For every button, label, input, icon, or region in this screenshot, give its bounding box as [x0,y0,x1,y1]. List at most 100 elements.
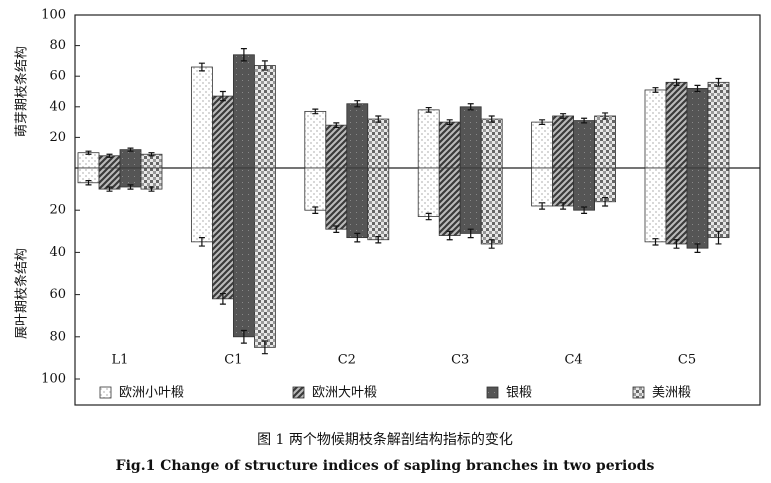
error-bar [715,230,722,245]
error-bar [240,329,247,344]
bar [552,115,574,169]
legend-label: 美洲椴 [652,385,691,401]
bar [232,167,255,338]
bar [346,167,369,239]
error-bar [354,232,361,243]
error-bar [198,62,205,72]
error-bar [127,147,134,152]
bar [140,167,163,190]
error-bar [581,117,588,124]
bar [459,167,482,234]
bar [346,103,369,169]
bar [417,109,440,169]
error-bar [715,77,722,87]
bar [707,81,730,169]
x-tick-label: C4 [564,353,582,368]
error-bar [425,212,432,221]
error-bar [652,87,659,93]
bar [304,110,327,169]
error-bar [127,184,134,190]
y-tick-label: 100 [41,8,66,23]
x-tick-label: L1 [112,353,129,368]
bar [531,121,553,169]
legend-label: 欧洲大叶椴 [312,385,377,401]
bar [367,118,390,169]
error-bar [240,48,247,62]
caption: 图 1 两个物候期枝条解剖结构指标的变化 [257,431,513,448]
legend-label: 银椴 [506,385,532,401]
error-bar [148,186,155,192]
bar [459,106,482,169]
x-tick-label: C1 [224,353,242,368]
bar [552,167,574,207]
error-bar [333,225,340,233]
y-tick-label: 80 [49,329,66,344]
error-bar [602,112,609,120]
bar [325,124,348,169]
y-tick-label: 80 [49,38,66,53]
bar [98,167,121,190]
error-bar [375,235,382,244]
bar [644,167,667,243]
x-tick-label: C5 [678,353,696,368]
bar [665,81,688,169]
x-tick-label: C3 [451,353,469,368]
error-bar [467,228,474,239]
bar [686,167,709,249]
error-bar [354,100,361,108]
bar [707,167,730,239]
bar [573,120,595,169]
y-tick-label: 20 [49,203,66,218]
bar [190,66,213,169]
error-bar [581,206,588,214]
legend-swatch [99,386,112,399]
y-tick-label: 60 [49,69,66,84]
error-bar [333,122,340,129]
error-bar [467,103,474,111]
error-bar [219,292,226,305]
y-tick-label: 40 [49,245,66,260]
y-tick-label: 40 [49,99,66,114]
y-tick-label: 100 [41,372,66,387]
bar [304,167,327,211]
error-bar [602,196,609,207]
bar [119,149,142,169]
error-bar [219,90,226,102]
bar [594,167,616,203]
error-bar [446,119,453,125]
bar [190,167,213,243]
error-bar [539,119,546,125]
error-bar [106,186,113,192]
error-bar [312,108,319,115]
bar [417,167,440,217]
error-bar [488,115,495,123]
bar [531,167,553,207]
legend-swatch [292,386,305,399]
bar [77,152,100,169]
error-bar [673,239,680,249]
error-bar [694,84,701,93]
error-bar [488,239,495,249]
legend-swatch [486,386,499,399]
y-axis-label: 展叶期枝条结构 [14,248,30,339]
caption-en: Fig.1 Change of structure indices of sap… [116,458,655,474]
bar [594,115,616,169]
bar [480,118,503,169]
y-tick-label: 60 [49,287,66,302]
y-axis-label: 萌芽期枝条结构 [14,46,30,137]
bar [644,89,667,169]
error-bar [673,78,680,86]
bar [438,167,461,236]
error-bar [446,230,453,241]
error-bar [539,202,546,210]
legend-label: 欧洲小叶椴 [119,385,184,401]
error-bar [312,206,319,214]
bar [211,95,234,169]
error-bar [560,202,567,210]
error-bar [375,115,382,123]
legend-swatch [632,386,645,399]
error-bar [560,113,567,119]
error-bar [198,237,205,247]
bar [211,167,234,300]
